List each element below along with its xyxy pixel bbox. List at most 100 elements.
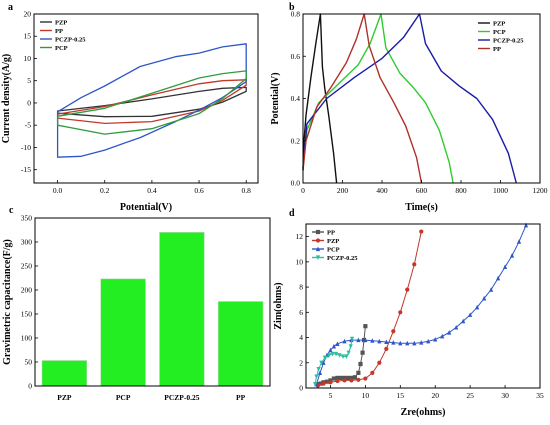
- x-tick-label: PCZP-0.25: [164, 393, 199, 402]
- cv-loop-pzp: [56, 86, 247, 118]
- x-tick-label: 200: [337, 186, 349, 195]
- y-tick-label: 50: [25, 358, 33, 367]
- eis-point: [356, 337, 361, 343]
- y-tick-label: 5: [27, 76, 31, 85]
- cv-loop-pczp-0.25: [56, 43, 247, 158]
- y-tick-label: 20: [24, 10, 32, 19]
- eis-point: [344, 354, 349, 359]
- gcd-curve-pcp: [302, 13, 454, 184]
- eis-point: [314, 374, 319, 380]
- eis-point: [454, 324, 459, 330]
- eis-point: [509, 253, 515, 258]
- eis-line-pcp: [316, 225, 527, 385]
- eis-point: [331, 343, 337, 349]
- eis-point: [363, 376, 368, 381]
- eis-point: [345, 375, 351, 381]
- x-tick-label: PP: [236, 393, 246, 402]
- eis-point: [321, 381, 326, 386]
- chart-cv: a Potential(V) Current density(A/g) -15 -10 -…: [1, 2, 259, 213]
- eis-point: [502, 264, 508, 269]
- chart-capacitance: PZP PCP PCZP-0.25 PP c Gravimetric capacitanc…: [2, 205, 271, 402]
- eis-point: [316, 366, 321, 372]
- y-tick-label: 4: [299, 333, 303, 342]
- y-axis-label: Potential(V): [270, 72, 281, 124]
- eis-point: [337, 353, 342, 358]
- eis-point: [391, 329, 396, 334]
- eis-point: [384, 339, 389, 345]
- x-tick-label: 0: [301, 186, 305, 195]
- eis-point: [349, 375, 354, 381]
- y-tick-label: 0.4: [291, 94, 301, 103]
- y-tick-label: 300: [21, 238, 33, 247]
- legend-entry: PP: [493, 46, 501, 53]
- eis-point: [322, 355, 327, 361]
- eis-point: [342, 378, 347, 383]
- eis-point: [358, 361, 363, 367]
- eis-line-pzp: [317, 231, 422, 386]
- eis-point: [391, 340, 396, 345]
- eis-point: [328, 347, 333, 353]
- eis-point: [312, 382, 318, 387]
- legend-entry: PP: [55, 28, 63, 35]
- y-tick-label: 250: [21, 262, 33, 271]
- y-tick-label: 200: [21, 286, 33, 295]
- x-tick-label: 5: [329, 391, 333, 400]
- legend-entry: PCP: [327, 246, 340, 253]
- chart-eis: d Zre(ohms) Zim(ohms) 0 2 4 6 8 10 12 5 10 15 20 25 30 3…: [273, 208, 544, 418]
- eis-point: [419, 340, 424, 345]
- panel-letter: d: [289, 208, 295, 219]
- eis-point: [356, 370, 361, 375]
- legend-entry: PZP: [55, 19, 67, 26]
- eis-point: [317, 370, 323, 375]
- x-tick-label: 20: [431, 391, 439, 400]
- eis-point: [412, 262, 417, 267]
- x-tick-label: 30: [501, 391, 509, 400]
- y-tick-label: -5: [25, 121, 31, 130]
- eis-point: [495, 275, 501, 281]
- eis-point: [398, 310, 403, 315]
- chart-gcd: b Time(s) Potential(V) 0.0 0.2 0.4 0.6 0.8 0 200 4…: [270, 2, 548, 213]
- eis-point: [348, 344, 353, 349]
- eis-point: [523, 222, 529, 228]
- x-tick-label: 600: [416, 186, 428, 195]
- eis-point: [338, 375, 344, 381]
- plot-frame: [34, 217, 271, 387]
- eis-point: [482, 295, 487, 301]
- y-tick-label: 150: [21, 310, 33, 319]
- y-tick-label: 8: [299, 283, 303, 292]
- eis-point: [335, 375, 340, 381]
- eis-point: [405, 287, 410, 292]
- y-tick-label: 350: [21, 214, 33, 223]
- eis-point: [330, 351, 335, 357]
- x-tick-label: 0.4: [147, 186, 157, 195]
- y-axis-label: Zim(ohms): [273, 282, 284, 329]
- eis-point: [328, 380, 333, 385]
- eis-point: [340, 354, 346, 359]
- x-axis-label: Zre(ohms): [401, 407, 446, 418]
- cv-loop-pp: [56, 79, 247, 125]
- eis-point: [384, 346, 389, 351]
- eis-point: [350, 336, 355, 342]
- eis-point: [426, 338, 431, 344]
- eis-point: [346, 350, 351, 356]
- y-tick-label: 10: [24, 54, 32, 63]
- eis-point: [370, 370, 375, 375]
- legend-entry: PZP: [327, 238, 339, 245]
- x-tick-label: 0.8: [242, 186, 252, 195]
- bar-pcp: [100, 278, 146, 387]
- gcd-curve-pzp: [302, 13, 338, 184]
- x-tick-label: PZP: [57, 393, 72, 402]
- y-tick-label: 10: [296, 257, 304, 266]
- eis-point: [412, 340, 417, 346]
- eis-point: [324, 379, 330, 384]
- legend-entry: PCP: [55, 45, 68, 52]
- eis-point: [377, 338, 382, 344]
- x-tick-label: 400: [376, 186, 388, 195]
- y-tick-label: -15: [21, 165, 31, 174]
- eis-point: [331, 376, 337, 381]
- x-tick-label: 0.6: [194, 186, 204, 195]
- eis-point: [468, 312, 473, 317]
- x-tick-label: 1200: [533, 186, 548, 195]
- eis-point: [321, 360, 326, 365]
